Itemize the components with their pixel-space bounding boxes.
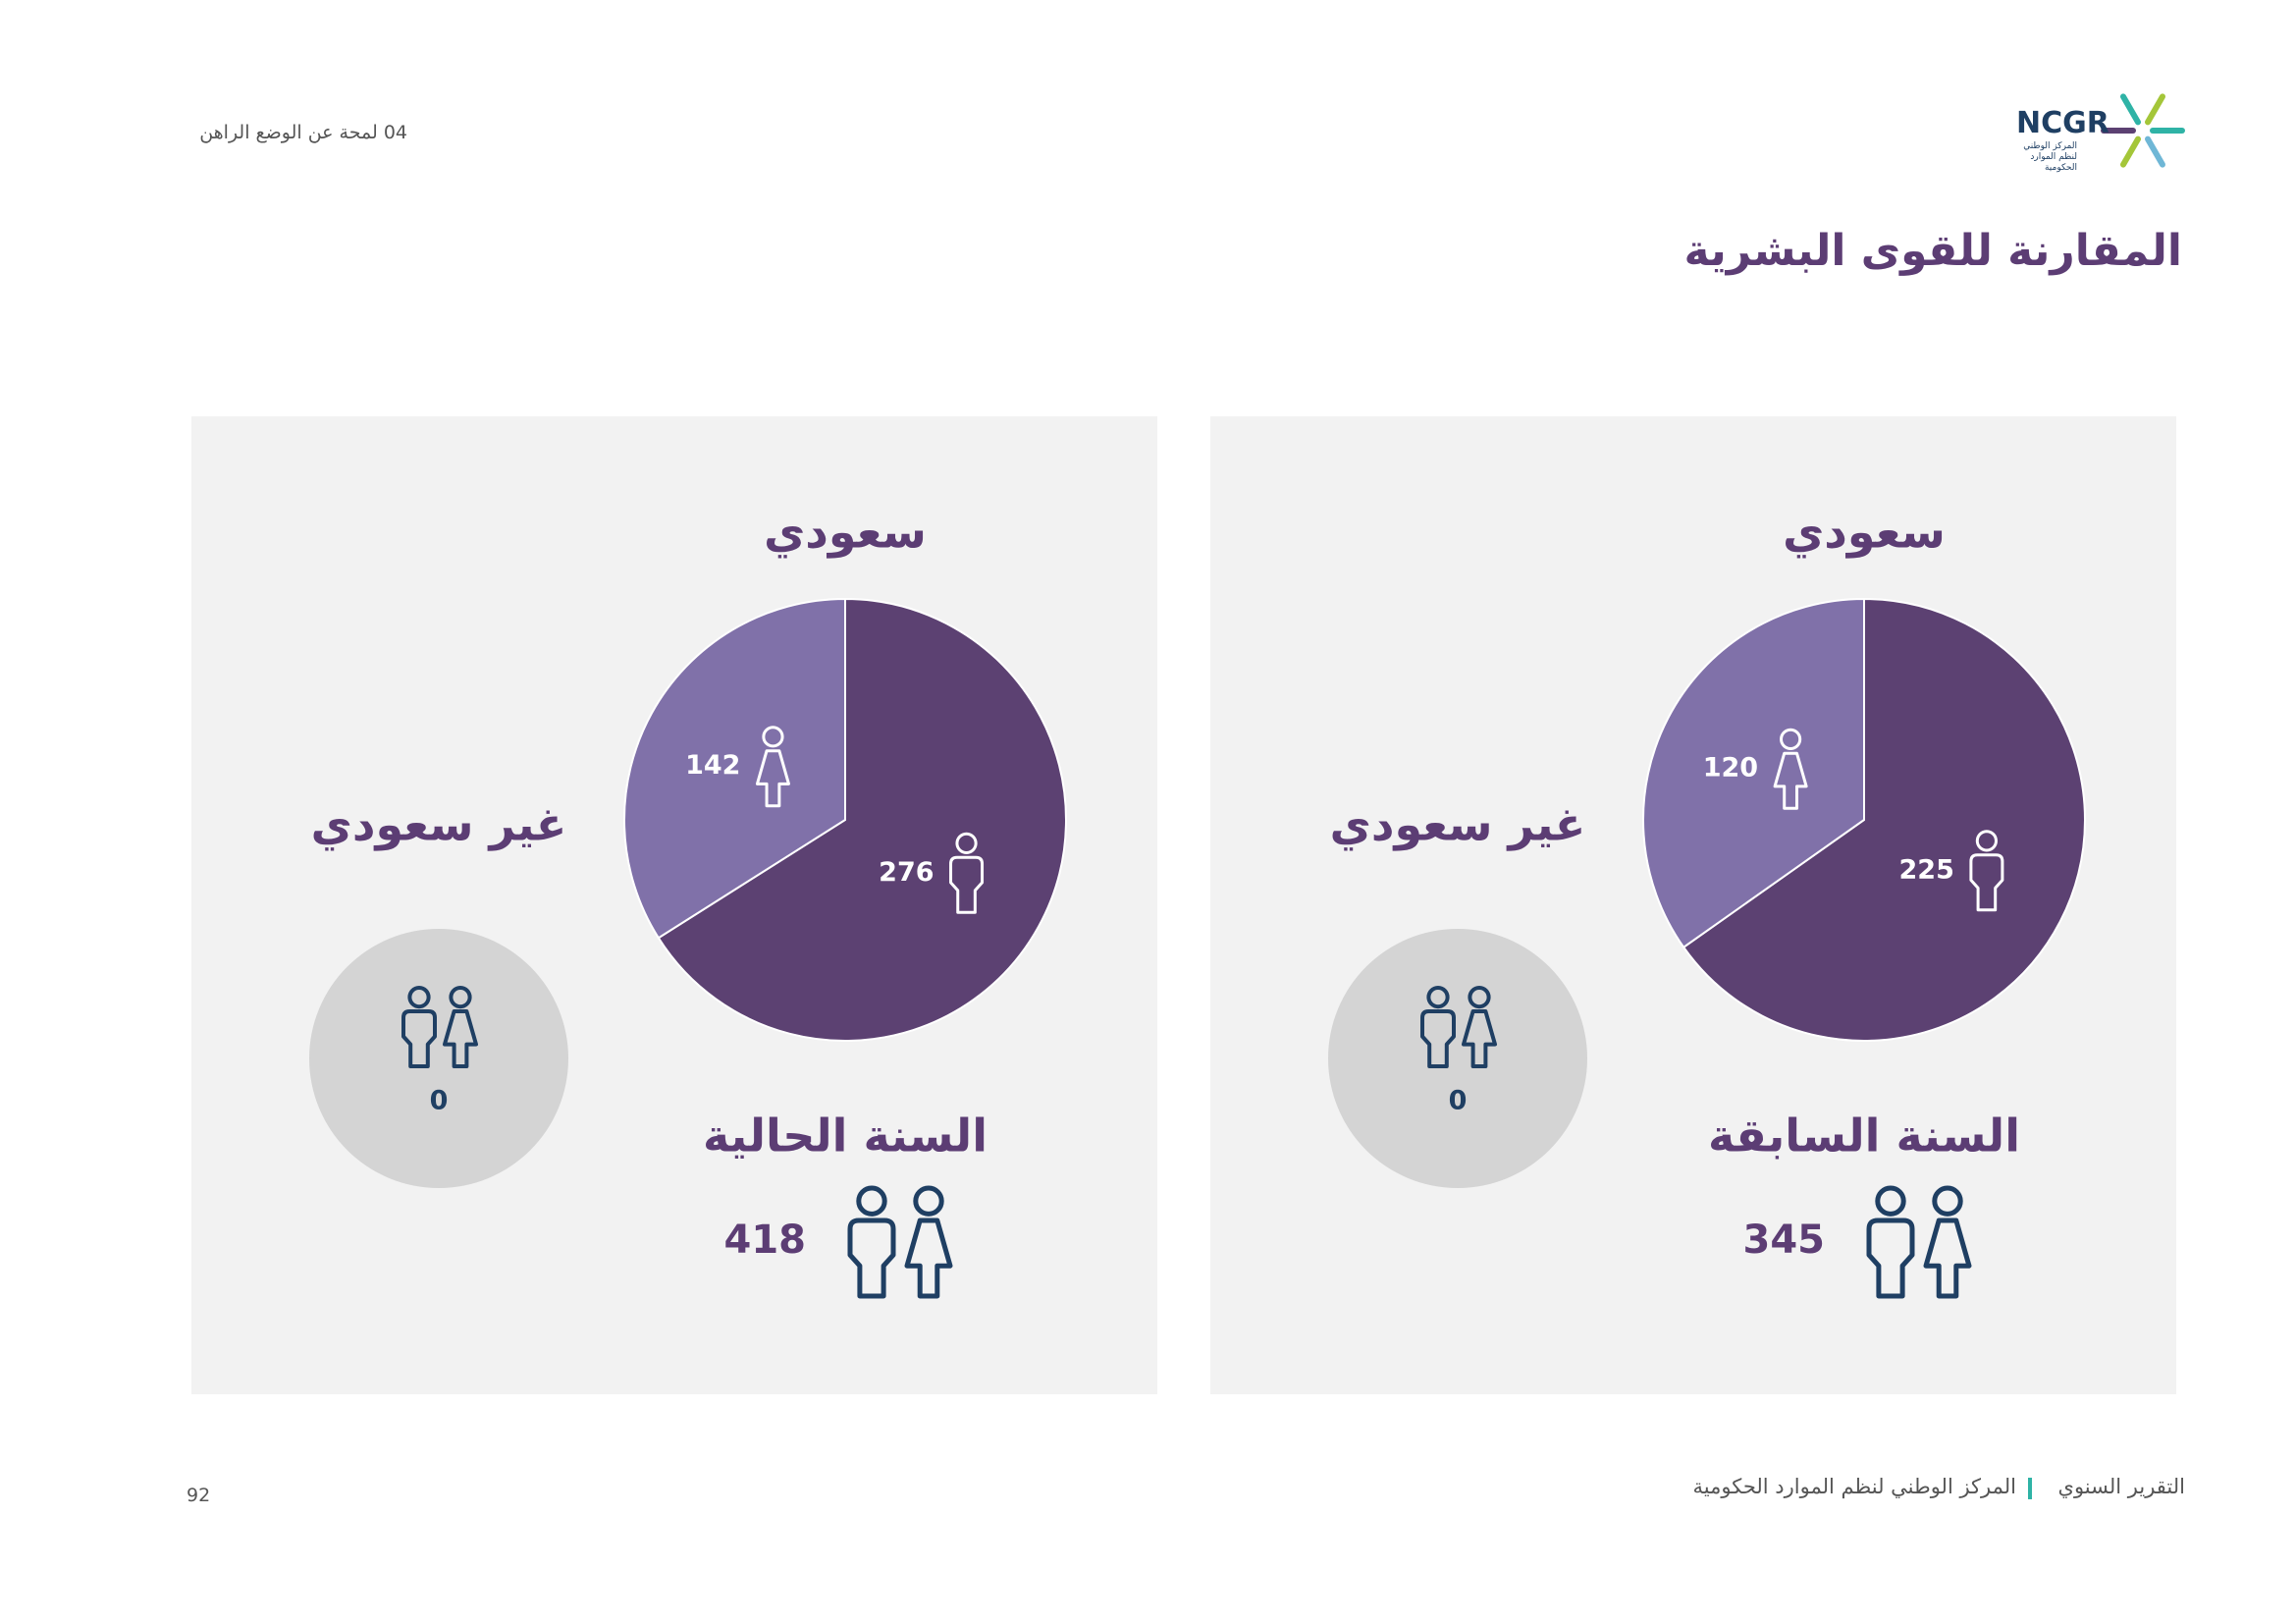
non-saudi-circle — [1328, 929, 1587, 1188]
saudi-title: سعودي — [764, 506, 927, 559]
female-icon-head — [1780, 728, 1802, 750]
logo-subtitle: المركز الوطني لنظم الموارد الحكومية — [2023, 141, 2077, 173]
footer-separator — [2028, 1478, 2032, 1499]
female-icon-body — [443, 1009, 478, 1068]
panel: سعودي 225 120 غير سعودي 0 السنة السابقة 345 — [1210, 416, 2176, 1394]
non-saudi-circle — [309, 929, 568, 1188]
female-icon-body — [755, 749, 790, 808]
male-icon-head — [1975, 830, 1998, 852]
male-icon-head — [407, 986, 431, 1009]
logo-petal — [2145, 135, 2165, 168]
slice-label: 225 — [1899, 854, 1954, 885]
logo-petal — [2120, 93, 2141, 126]
female-icon-head — [1932, 1185, 1963, 1217]
section-label: 04 لمحة عن الوضع الراهن — [199, 122, 407, 143]
pie-slice — [657, 597, 1067, 1042]
logo-mark — [2101, 93, 2185, 168]
logo-name: NCGR — [2016, 106, 2109, 140]
male-icon-head — [955, 832, 978, 854]
male-icon-head — [1426, 986, 1450, 1009]
female-icon-body — [1773, 751, 1808, 810]
non-saudi-value: 0 — [430, 1086, 449, 1116]
male-icon-body — [847, 1218, 896, 1299]
period-title: السنة السابقة — [1708, 1110, 2020, 1163]
saudi-title: سعودي — [1783, 506, 1946, 559]
male-icon-head — [856, 1185, 887, 1217]
page-number: 92 — [187, 1485, 211, 1506]
footer-org: المركز الوطني لنظم الموارد الحكومية — [1692, 1475, 2016, 1498]
pie-slice — [1682, 597, 2086, 1042]
total-value: 345 — [1743, 1218, 1826, 1263]
logo-petal — [2120, 135, 2141, 168]
male-icon-body — [1969, 853, 2004, 912]
female-icon-body — [1462, 1009, 1497, 1068]
pie-slice — [1642, 597, 1865, 949]
male-icon-body — [949, 855, 985, 914]
total-value: 418 — [724, 1218, 807, 1263]
slice-label: 276 — [879, 857, 934, 888]
footer-report: التقرير السنوي — [2057, 1475, 2185, 1498]
non-saudi-title: غير سعودي — [1330, 798, 1586, 851]
period-title: السنة الحالية — [703, 1110, 988, 1163]
page-title: المقارنة للقوى البشرية — [1683, 226, 2182, 276]
logo-petal — [2145, 93, 2165, 126]
male-icon-body — [1420, 1009, 1456, 1068]
slice-label: 120 — [1703, 753, 1758, 784]
female-icon-body — [904, 1218, 953, 1299]
male-icon-body — [1866, 1218, 1915, 1299]
female-icon-head — [913, 1185, 944, 1217]
female-icon-body — [1923, 1218, 1972, 1299]
panel: سعودي 276 142 غير سعودي 0 السنة الحالية 418 — [191, 416, 1157, 1394]
female-icon-head — [1468, 986, 1491, 1009]
non-saudi-title: غير سعودي — [311, 798, 567, 851]
slice-label: 142 — [685, 750, 740, 781]
male-icon-body — [401, 1009, 437, 1068]
female-icon-head — [762, 726, 784, 748]
female-icon-head — [449, 986, 472, 1009]
non-saudi-value: 0 — [1449, 1086, 1468, 1116]
male-icon-head — [1875, 1185, 1906, 1217]
pie-slice — [623, 597, 846, 940]
